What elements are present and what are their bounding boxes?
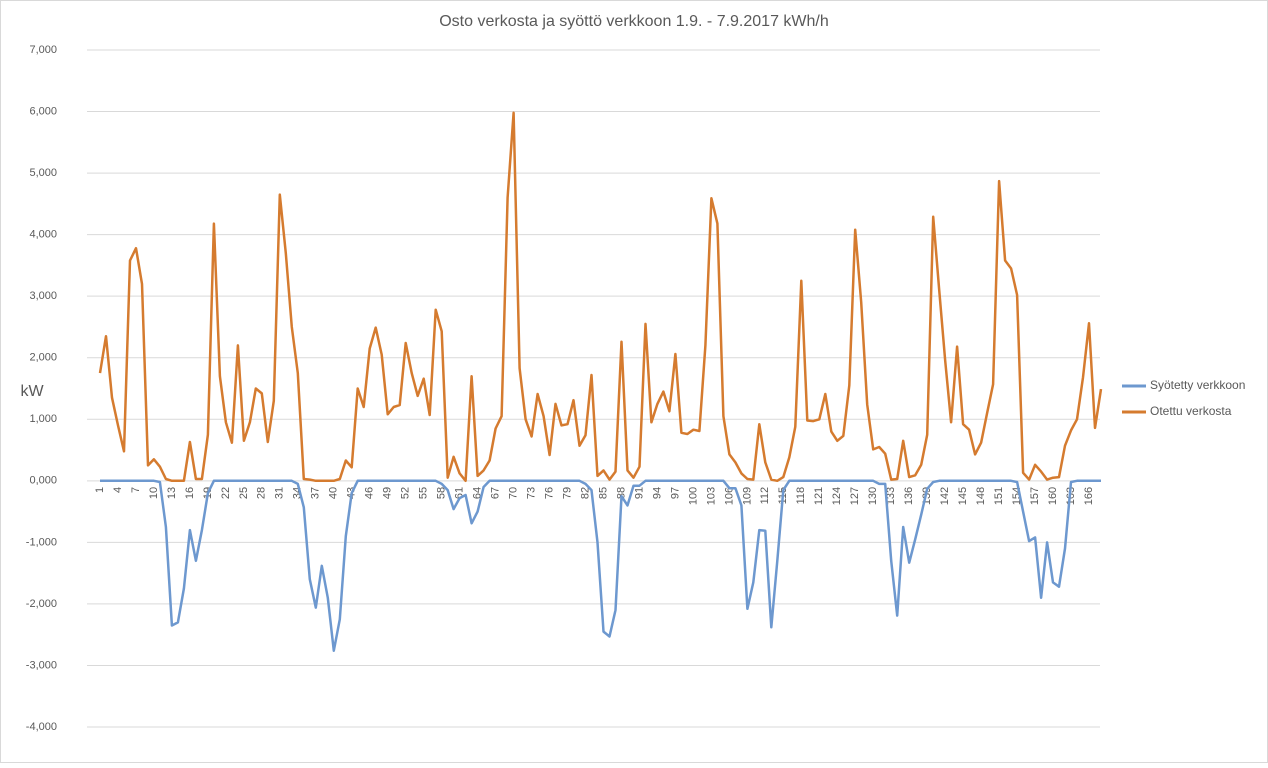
x-tick-label: 103	[705, 487, 717, 505]
x-tick-label: 109	[741, 487, 753, 505]
x-tick-label: 52	[400, 487, 412, 499]
y-tick-label: -2,000	[26, 598, 57, 610]
x-tick-label: 94	[651, 487, 663, 499]
x-tick-label: 55	[418, 487, 430, 499]
x-tick-label: 91	[633, 487, 645, 499]
x-tick-label: 136	[903, 487, 915, 505]
y-tick-label: 2,000	[29, 352, 57, 364]
x-tick-label: 67	[490, 487, 502, 499]
x-tick-label: 1	[94, 487, 106, 493]
x-tick-label: 133	[885, 487, 897, 505]
x-tick-label: 7	[130, 487, 142, 493]
series-line	[98, 111, 1103, 483]
series-line	[100, 479, 1101, 652]
x-tick-label: 160	[1047, 487, 1059, 505]
x-tick-label: 121	[813, 487, 825, 505]
x-tick-label: 10	[148, 487, 160, 499]
x-tick-label: 37	[310, 487, 322, 499]
y-tick-label: -1,000	[26, 536, 57, 548]
x-tick-label: 4	[112, 487, 124, 493]
chart-title: Osto verkosta ja syöttö verkkoon 1.9. - …	[439, 13, 829, 30]
y-tick-label: 4,000	[29, 229, 57, 241]
y-tick-label: 1,000	[29, 413, 57, 425]
x-tick-label: 157	[1029, 487, 1041, 505]
x-tick-label: 148	[975, 487, 987, 505]
x-tick-label: 73	[525, 487, 537, 499]
x-tick-label: 70	[507, 487, 519, 499]
y-tick-label: 3,000	[29, 290, 57, 302]
x-tick-label: 40	[328, 487, 340, 499]
x-tick-label: 100	[687, 487, 699, 505]
x-tick-label: 49	[382, 487, 394, 499]
x-tick-label: 79	[561, 487, 573, 499]
x-tick-label: 142	[939, 487, 951, 505]
x-tick-label: 22	[220, 487, 232, 499]
legend-label: Otettu verkosta	[1150, 404, 1232, 418]
y-tick-label: -4,000	[26, 721, 57, 733]
x-tick-label: 28	[256, 487, 268, 499]
x-tick-label: 25	[238, 487, 250, 499]
y-tick-label: 6,000	[29, 105, 57, 117]
x-tick-label: 124	[831, 487, 843, 505]
x-tick-label: 16	[184, 487, 196, 499]
x-tick-label: 85	[597, 487, 609, 499]
y-tick-label: 0,000	[29, 475, 57, 487]
x-tick-label: 118	[795, 487, 807, 505]
x-tick-label: 151	[993, 487, 1005, 505]
x-tick-label: 31	[274, 487, 286, 499]
x-tick-label: 112	[759, 487, 771, 505]
x-tick-label: 127	[849, 487, 861, 505]
x-tick-label: 82	[579, 487, 591, 499]
x-tick-label: 130	[867, 487, 879, 505]
x-tick-label: 145	[957, 487, 969, 505]
y-tick-label: 7,000	[29, 44, 57, 56]
x-tick-label: 13	[166, 487, 178, 499]
y-axis-label: kW	[20, 383, 44, 400]
x-tick-label: 97	[669, 487, 681, 499]
x-tick-label: 46	[364, 487, 376, 499]
y-tick-label: -3,000	[26, 659, 57, 671]
x-tick-label: 76	[543, 487, 555, 499]
x-tick-label: 88	[615, 487, 627, 499]
y-tick-label: 5,000	[29, 167, 57, 179]
x-tick-label: 106	[723, 487, 735, 505]
x-tick-label: 58	[436, 487, 448, 499]
x-tick-label: 166	[1083, 487, 1095, 505]
legend-label: Syötetty verkkoon	[1150, 378, 1245, 392]
